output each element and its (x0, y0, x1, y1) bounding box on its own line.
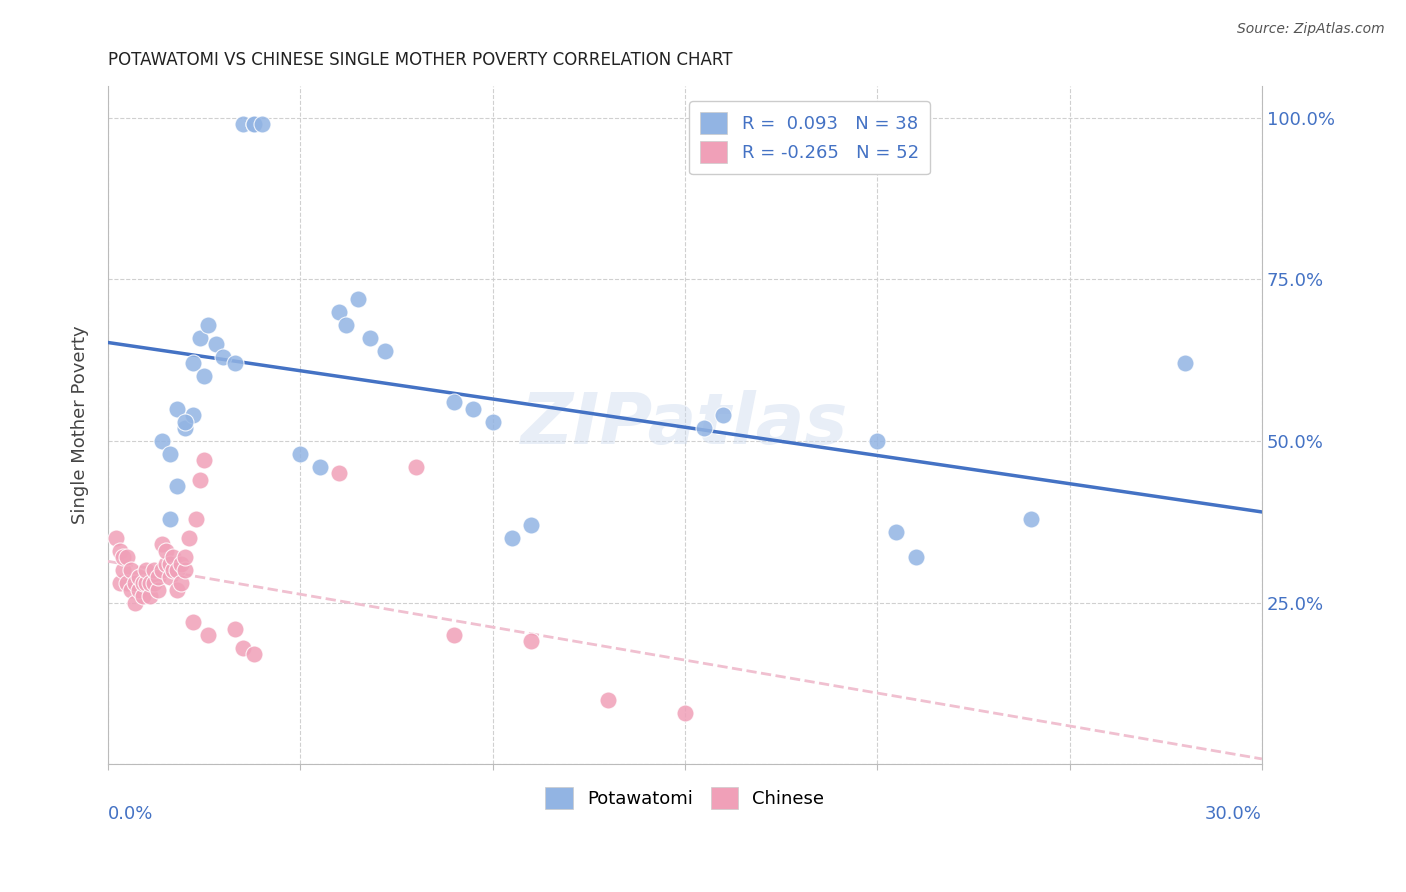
Point (174, 415, 197, 429)
Point (174, 421, 197, 435)
Point (166, 563, 188, 577)
Point (193, 453, 215, 467)
Point (115, 550, 138, 565)
Text: POTAWATOMI VS CHINESE SINGLE MOTHER POVERTY CORRELATION CHART: POTAWATOMI VS CHINESE SINGLE MOTHER POVE… (108, 51, 733, 69)
Point (150, 537, 173, 551)
Point (693, 421, 716, 435)
Point (159, 511, 181, 525)
Point (186, 511, 208, 525)
Point (866, 434, 889, 448)
Point (181, 615, 204, 629)
Text: Source: ZipAtlas.com: Source: ZipAtlas.com (1237, 22, 1385, 37)
Point (166, 479, 188, 493)
Point (108, 544, 131, 558)
Point (174, 550, 197, 565)
Text: 0.0%: 0.0% (108, 805, 153, 823)
Point (174, 563, 197, 577)
Point (197, 628, 219, 642)
Point (135, 576, 157, 591)
Point (290, 447, 312, 461)
Point (146, 570, 169, 584)
Point (181, 408, 204, 422)
Point (188, 473, 211, 487)
Point (135, 563, 157, 577)
Point (146, 582, 169, 597)
Point (328, 467, 350, 481)
Point (520, 518, 543, 533)
Point (159, 557, 181, 571)
Point (166, 582, 188, 597)
Point (243, 117, 266, 131)
Legend: Potawatomi, Chinese: Potawatomi, Chinese (538, 780, 832, 816)
Point (673, 706, 696, 720)
Point (463, 401, 485, 416)
Point (155, 557, 177, 571)
Point (328, 305, 350, 319)
Point (143, 563, 166, 577)
Point (128, 570, 150, 584)
Point (162, 563, 184, 577)
Point (124, 576, 146, 591)
Point (1174, 356, 1197, 370)
Text: 30.0%: 30.0% (1205, 805, 1263, 823)
Point (359, 331, 381, 345)
Point (224, 622, 246, 636)
Point (232, 117, 254, 131)
Point (193, 369, 215, 384)
Point (166, 401, 188, 416)
Point (886, 524, 908, 539)
Point (177, 531, 200, 545)
Point (150, 434, 173, 448)
Point (131, 589, 153, 603)
Point (308, 459, 330, 474)
Point (150, 563, 173, 577)
Point (170, 576, 193, 591)
Point (139, 589, 162, 603)
Point (155, 544, 177, 558)
Point (1019, 511, 1042, 525)
Point (143, 576, 166, 591)
Point (188, 331, 211, 345)
Point (115, 576, 138, 591)
Point (204, 337, 226, 351)
Text: ZIPatlas: ZIPatlas (522, 391, 849, 459)
Point (108, 576, 131, 591)
Point (250, 117, 273, 131)
Point (405, 459, 427, 474)
Point (232, 640, 254, 655)
Point (374, 343, 396, 358)
Point (520, 634, 543, 648)
Point (159, 447, 181, 461)
Point (501, 531, 523, 545)
Point (104, 531, 127, 545)
Point (224, 356, 246, 370)
Point (243, 117, 266, 131)
Y-axis label: Single Mother Poverty: Single Mother Poverty (72, 326, 89, 524)
Point (159, 570, 181, 584)
Point (197, 318, 219, 332)
Point (112, 550, 135, 565)
Point (128, 582, 150, 597)
Point (335, 318, 357, 332)
Point (443, 395, 465, 409)
Point (443, 628, 465, 642)
Point (120, 563, 142, 577)
Point (212, 350, 235, 364)
Point (162, 550, 184, 565)
Point (713, 408, 735, 422)
Point (124, 596, 146, 610)
Point (170, 557, 193, 571)
Point (481, 415, 503, 429)
Point (243, 648, 266, 662)
Point (112, 563, 135, 577)
Point (904, 550, 927, 565)
Point (596, 692, 619, 706)
Point (131, 576, 153, 591)
Point (120, 582, 142, 597)
Point (347, 292, 370, 306)
Point (139, 576, 162, 591)
Point (181, 356, 204, 370)
